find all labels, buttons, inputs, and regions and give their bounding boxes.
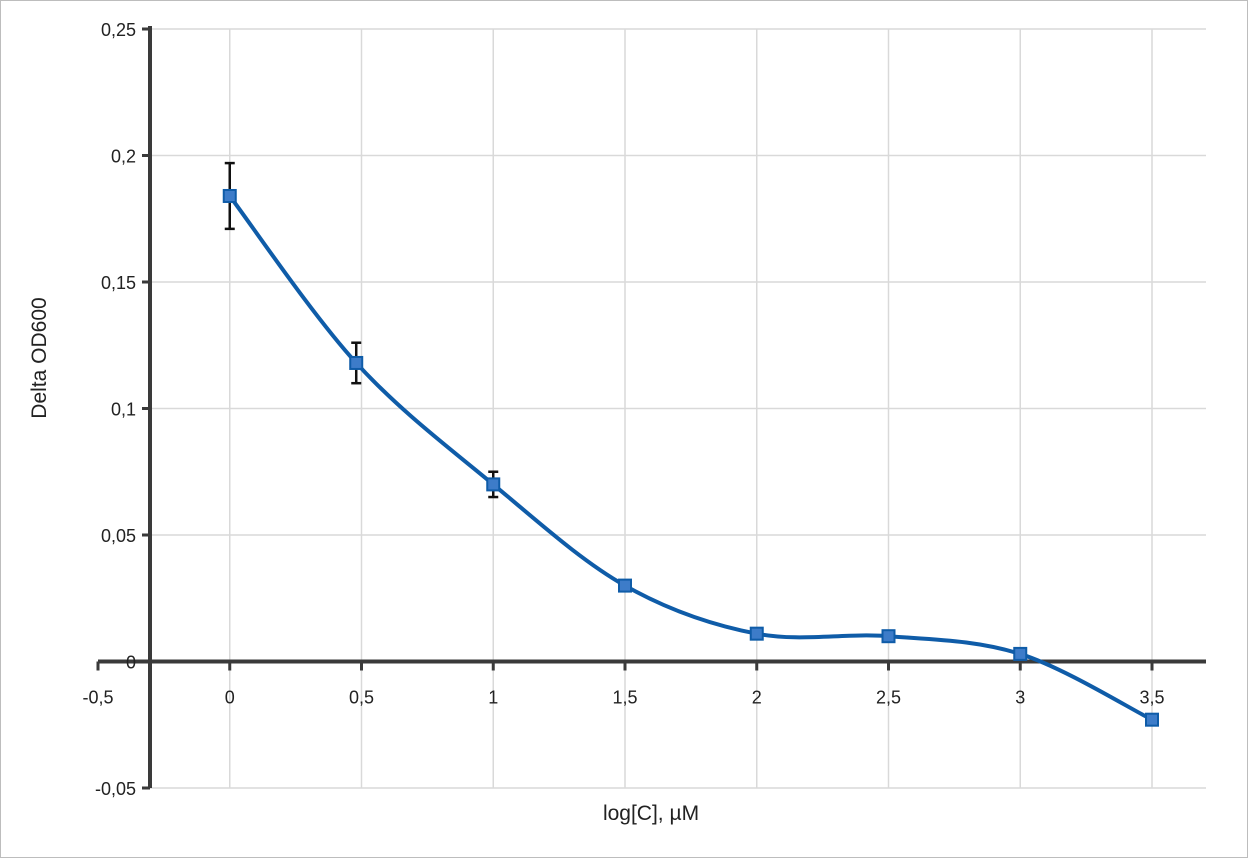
y-tick-label: 0,2 xyxy=(111,147,136,167)
x-tick-label: 0,5 xyxy=(349,688,374,708)
x-tick-label: 0 xyxy=(225,688,235,708)
data-point xyxy=(486,477,501,492)
x-tick-label: 2 xyxy=(752,688,762,708)
series-group xyxy=(222,161,1159,727)
x-tick-label: 2,5 xyxy=(876,688,901,708)
data-point xyxy=(618,578,632,593)
data-point xyxy=(881,629,896,644)
x-tick-label: 1,5 xyxy=(612,688,637,708)
data-point xyxy=(1145,712,1159,727)
x-tick-label: -0,5 xyxy=(82,688,113,708)
x-tick-label: 1 xyxy=(488,688,498,708)
axes xyxy=(96,26,1206,790)
y-tick-label: 0,1 xyxy=(111,400,136,420)
y-axis-title: Delta OD600 xyxy=(28,297,51,418)
data-point xyxy=(1013,646,1028,661)
x-tick-labels: -0,5 0 0,5 1 1,5 2 2,5 3 3,5 xyxy=(82,688,1164,708)
data-point xyxy=(349,355,364,370)
x-tick-label: 3,5 xyxy=(1139,688,1164,708)
y-tick-labels: -0,05 0 0,05 0,1 0,15 0,2 0,25 xyxy=(95,20,136,799)
series-line xyxy=(228,194,1153,722)
x-axis-title: log[C], µM xyxy=(603,802,699,825)
y-tick-label: -0,05 xyxy=(95,779,136,799)
gridlines xyxy=(150,28,1206,789)
y-tick-label: 0,25 xyxy=(101,20,136,40)
y-tick-label: 0,15 xyxy=(101,273,136,293)
data-point xyxy=(222,188,237,203)
x-tick-label: 3 xyxy=(1015,688,1025,708)
data-point xyxy=(749,626,764,641)
y-tick-label: 0 xyxy=(126,653,136,673)
y-tick-label: 0,05 xyxy=(101,526,136,546)
